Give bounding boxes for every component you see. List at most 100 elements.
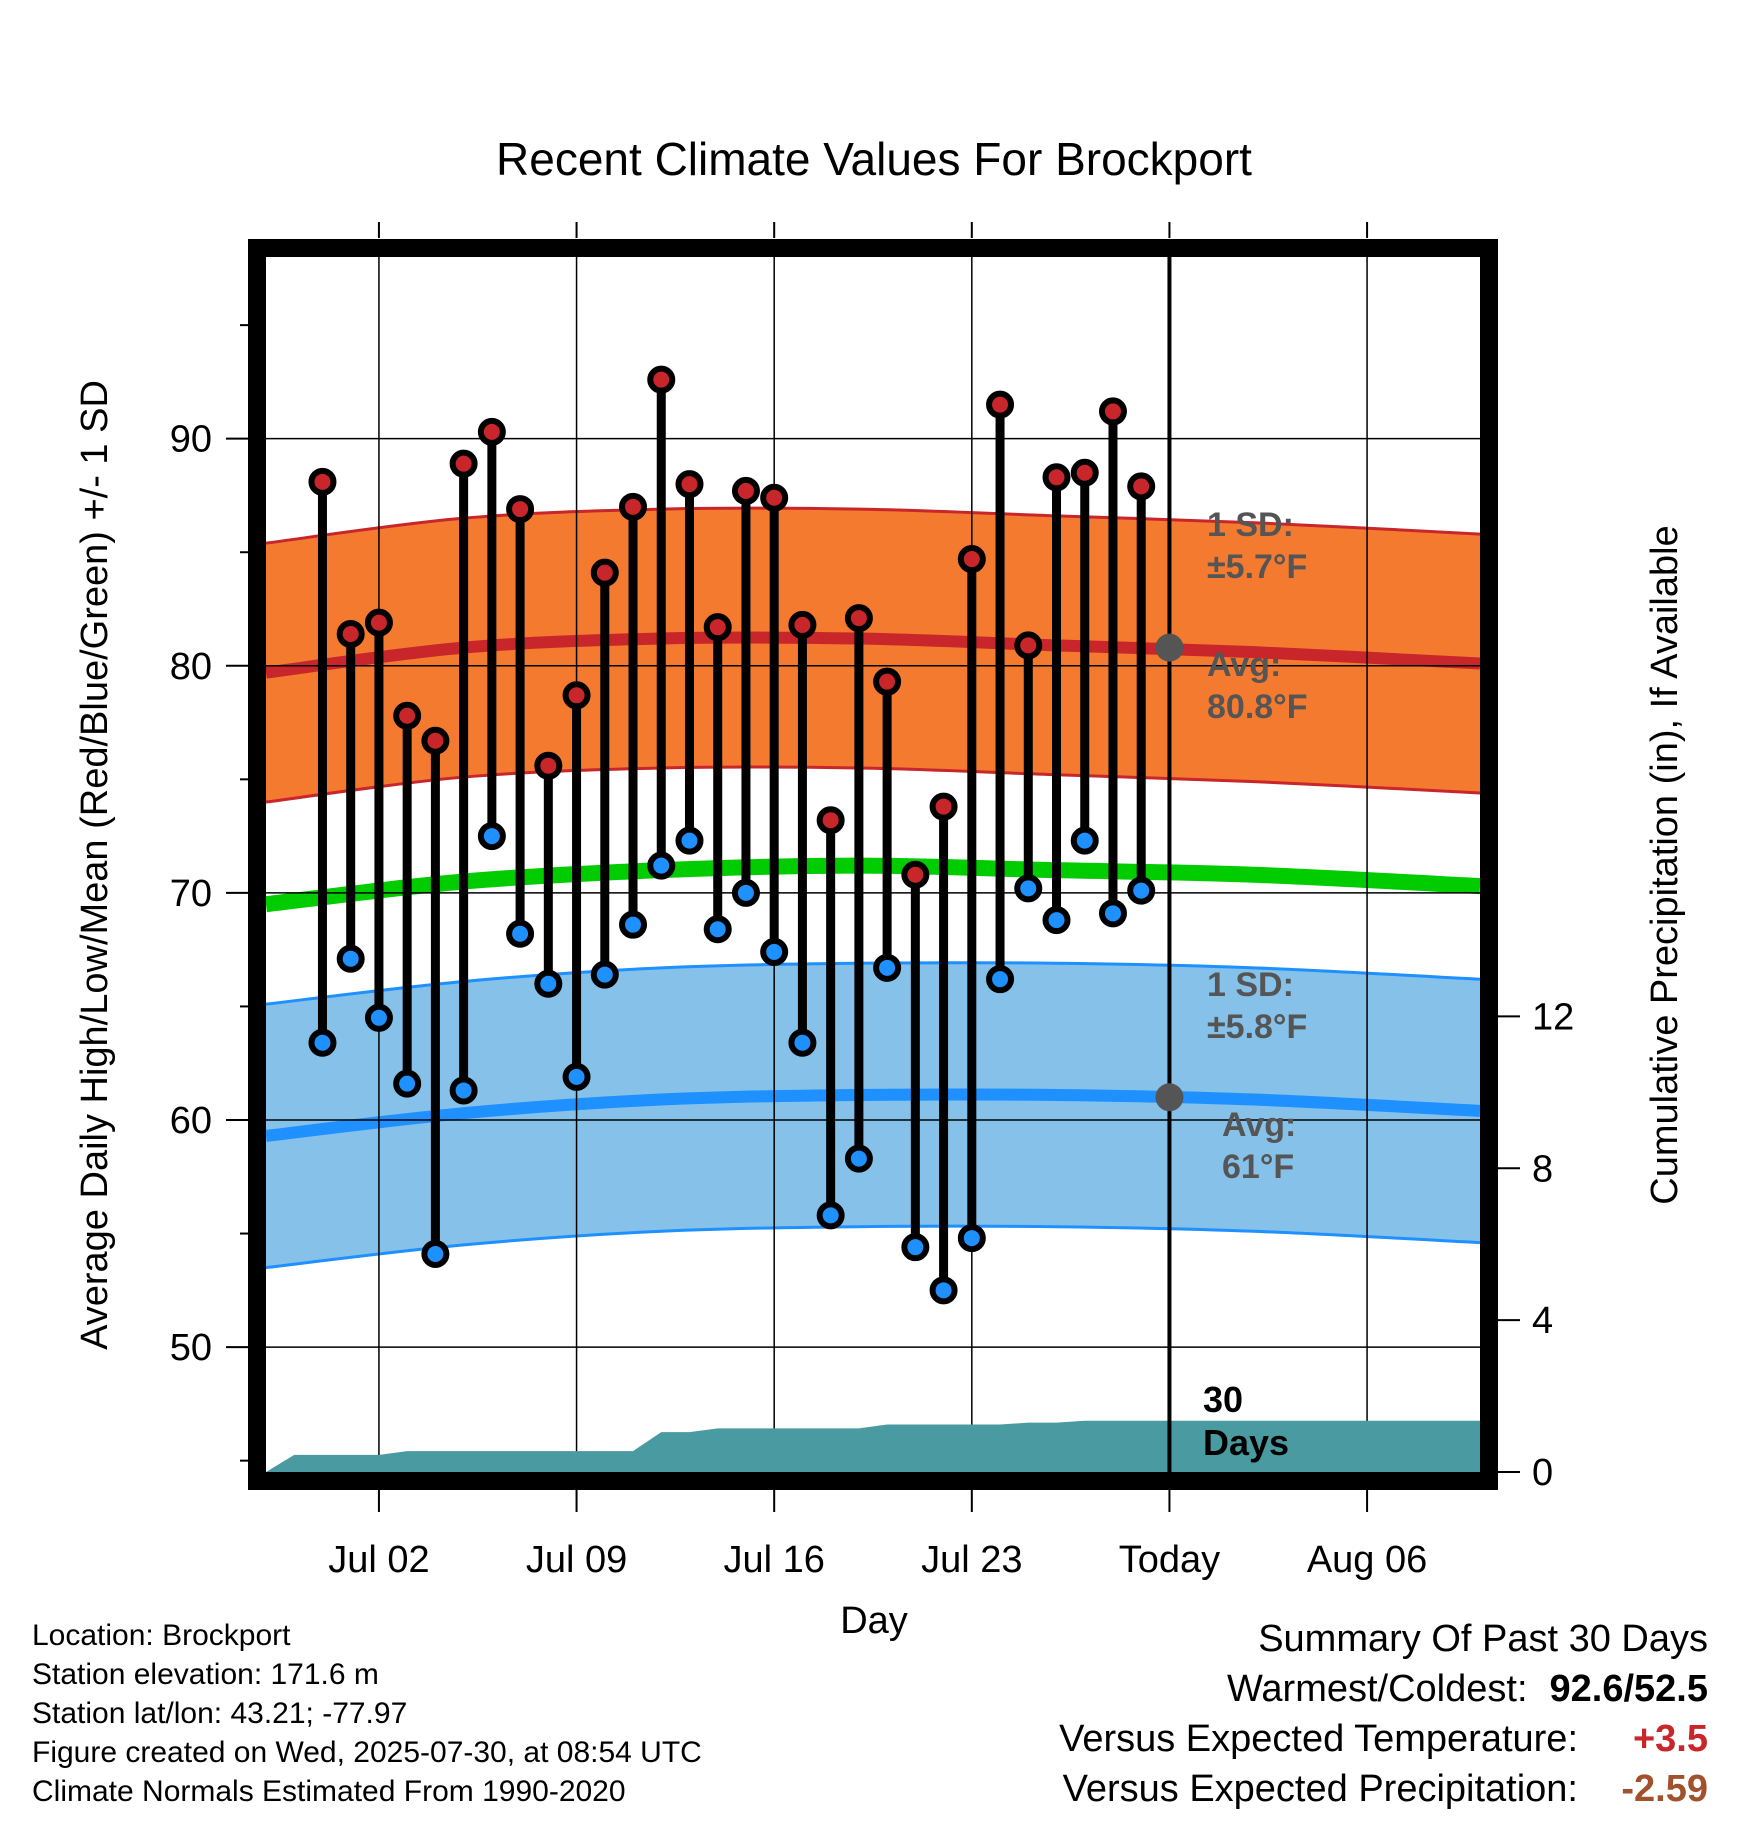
high-point [986, 390, 1015, 419]
y2-tick-label: 8 [1532, 1148, 1553, 1190]
low-point [477, 822, 506, 851]
x-tick-label: Aug 06 [1307, 1539, 1427, 1581]
low-point [647, 851, 676, 880]
y2-tick-label: 4 [1532, 1300, 1553, 1342]
high-point [731, 476, 760, 505]
x-axis-ticks: Jul 02 Jul 09 Jul 16 Jul 23 Today Aug 06 [328, 222, 1427, 1581]
high-point [534, 751, 563, 780]
low-avg-marker [1155, 1083, 1184, 1112]
normal-annotations: 1 SD: ±5.7°F Avg: 80.8°F 1 SD: ±5.8°F Avg: 61°F… [1155, 506, 1308, 1463]
warmest-label: Warmest/Coldest: [1226, 1668, 1528, 1710]
y-axis-label: Average Daily High/Low/Mean (Red/Blue/Gr… [74, 380, 116, 1350]
plot-frame [248, 239, 1498, 1490]
low-sd-band [266, 962, 1480, 1268]
high-avg-label: Avg: [1207, 646, 1281, 684]
high-point [336, 619, 365, 648]
y-tick-label: 70 [170, 873, 212, 915]
low-point [844, 1144, 873, 1173]
x-tick-label: Today [1119, 1539, 1220, 1581]
normal-bands [265, 506, 1481, 1270]
low-point [449, 1076, 478, 1105]
high-point [788, 610, 817, 639]
low-sd-label: 1 SD: [1207, 966, 1294, 1004]
days-word-label: Days [1203, 1422, 1289, 1463]
high-point [1127, 472, 1156, 501]
latlon-text: Station lat/lon: 43.21; -77.97 [32, 1697, 408, 1730]
high-point [619, 492, 648, 521]
summary-panel: Summary Of Past 30 Days Warmest/Coldest:… [1059, 1614, 1708, 1814]
high-point [703, 613, 732, 642]
low-point [957, 1224, 986, 1253]
summary-title: Summary Of Past 30 Days [1258, 1618, 1708, 1660]
low-point [562, 1062, 591, 1091]
low-avg-value: 61°F [1222, 1148, 1294, 1186]
mean-normal-line [265, 857, 1481, 913]
x-tick-label: Jul 09 [526, 1539, 627, 1581]
low-point [1070, 826, 1099, 855]
low-point [590, 960, 619, 989]
y-tick-label: 60 [170, 1100, 212, 1142]
y2-tick-label: 12 [1532, 996, 1574, 1038]
chart-title: Recent Climate Values For Brockport [496, 133, 1252, 185]
x-tick-label: Jul 16 [723, 1539, 824, 1581]
summary-row-precipitation: Versus Expected Precipitation: -2.59 [1059, 1764, 1708, 1814]
high-point [1042, 463, 1071, 492]
high-point [675, 470, 704, 499]
high-sd-band [266, 508, 1480, 803]
high-avg-value: 80.8°F [1207, 688, 1308, 726]
y2-axis-ticks: 0 4 8 12 [1498, 996, 1574, 1494]
low-point [393, 1069, 422, 1098]
low-point [1098, 899, 1127, 928]
high-point [816, 806, 845, 835]
low-point [308, 1028, 337, 1057]
high-point [929, 792, 958, 821]
warmest-value: 92.6/52.5 [1549, 1668, 1708, 1710]
low-avg-label: Avg: [1222, 1106, 1296, 1144]
low-point [901, 1233, 930, 1262]
y-axis-ticks: 50 60 70 80 90 [170, 324, 248, 1462]
x-tick-label: Jul 02 [328, 1539, 429, 1581]
low-point [873, 953, 902, 982]
low-point [336, 944, 365, 973]
low-point [364, 1003, 393, 1032]
high-point [844, 604, 873, 633]
high-point [957, 545, 986, 574]
high-point [506, 495, 535, 524]
precipitation-area [266, 1420, 1480, 1472]
low-point [929, 1276, 958, 1305]
temp-label: Versus Expected Temperature: [1059, 1718, 1578, 1760]
high-point [562, 681, 591, 710]
low-point [760, 937, 789, 966]
y-tick-label: 90 [170, 419, 212, 461]
summary-row-temperature: Versus Expected Temperature: +3.5 [1059, 1714, 1708, 1764]
high-point [1098, 397, 1127, 426]
high-point [590, 558, 619, 587]
station-info: Location: Brockport Station elevation: 1… [32, 1616, 702, 1811]
high-point [308, 467, 337, 496]
y-tick-label: 80 [170, 646, 212, 688]
high-sd-value: ±5.7°F [1207, 548, 1307, 586]
precip-value: -2.59 [1621, 1768, 1708, 1810]
high-sd-label: 1 SD: [1207, 506, 1294, 544]
high-point [647, 365, 676, 394]
low-point [534, 969, 563, 998]
low-point [1014, 874, 1043, 903]
low-point [731, 878, 760, 907]
summary-row-warmest: Warmest/Coldest: 92.6/52.5 [1059, 1664, 1708, 1714]
y2-axis-label: Cumulative Precipitation (in), If Availa… [1644, 525, 1686, 1204]
y2-tick-label: 0 [1532, 1452, 1553, 1494]
high-point [1014, 631, 1043, 660]
x-axis-label: Day [840, 1600, 908, 1642]
x-tick-label: Jul 23 [921, 1539, 1022, 1581]
low-point [619, 910, 648, 939]
low-sd-value: ±5.8°F [1207, 1008, 1307, 1046]
low-point [675, 826, 704, 855]
temp-value: +3.5 [1632, 1718, 1708, 1760]
low-point [816, 1201, 845, 1230]
precip-label: Versus Expected Precipitation: [1062, 1768, 1578, 1810]
high-point [901, 860, 930, 889]
high-point [393, 701, 422, 730]
low-point [703, 915, 732, 944]
high-point [449, 449, 478, 478]
